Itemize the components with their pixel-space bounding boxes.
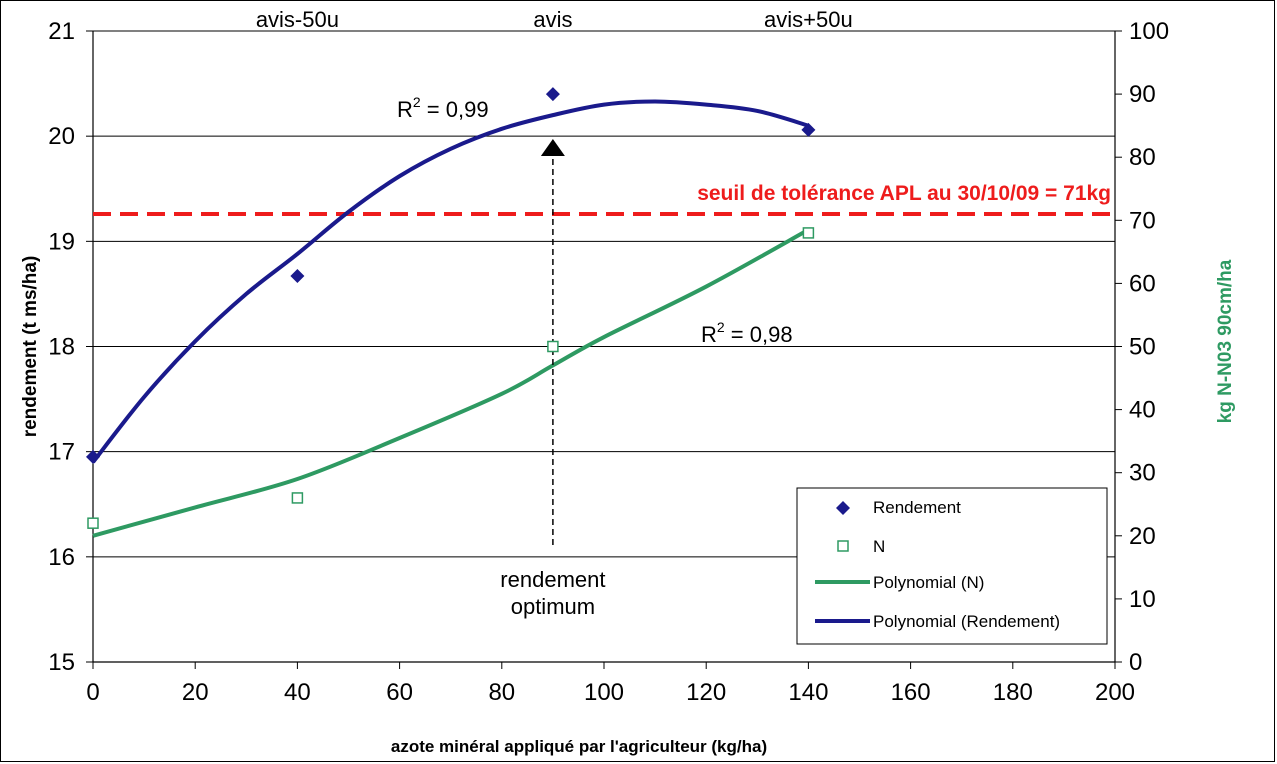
x-tick-label: 180 <box>993 679 1033 706</box>
trendline-rendement <box>91 99 809 464</box>
x-tick-label: 200 <box>1095 679 1135 706</box>
optimum-arrowhead <box>540 139 565 156</box>
y2-axis-title: kg N-N03 90cm/ha <box>1215 259 1236 423</box>
legend-box <box>796 487 1108 645</box>
y-tick-label: 16 <box>48 544 75 571</box>
x-tick-label: 120 <box>686 679 726 706</box>
x-tick-label: 60 <box>386 679 413 706</box>
y2-tick-label: 90 <box>1129 81 1156 108</box>
n-point <box>802 227 815 239</box>
legend-rendement-marker <box>836 501 850 515</box>
x-tick-label: 0 <box>86 679 99 706</box>
y2-tick-label: 30 <box>1129 460 1156 487</box>
y-tick-label: 19 <box>48 228 75 255</box>
x-tick-label: 160 <box>891 679 931 706</box>
y2-tick-label: 40 <box>1129 397 1156 424</box>
y2-tick-label: 100 <box>1129 18 1169 45</box>
y2-tick-label: 70 <box>1129 207 1156 234</box>
y2-tick-label: 60 <box>1129 270 1156 297</box>
legend-label: Polynomial (N) <box>873 573 984 592</box>
y2-tick-label: 10 <box>1129 586 1156 613</box>
legend-label: N <box>873 537 885 556</box>
x-tick-label: 140 <box>788 679 828 706</box>
y2-tick-label: 20 <box>1129 523 1156 550</box>
legend-label: Rendement <box>873 498 961 517</box>
y2-tick-label: 50 <box>1129 334 1156 361</box>
optimum-label-line1: rendement <box>500 567 605 592</box>
y2-tick-label: 0 <box>1129 649 1142 676</box>
x-axis-title: azote minéral appliqué par l'agriculteur… <box>391 737 767 756</box>
y-tick-label: 15 <box>48 649 75 676</box>
optimum-label-line2: optimum <box>511 594 595 619</box>
legend-n-marker <box>837 540 849 552</box>
n-point <box>547 340 559 353</box>
x-tick-label: 100 <box>584 679 624 706</box>
rendement-point <box>290 269 305 284</box>
top-label: avis <box>533 7 572 32</box>
top-label: avis-50u <box>256 7 339 32</box>
n-point <box>87 517 99 529</box>
x-tick-label: 40 <box>284 679 311 706</box>
y-axis-title: rendement (t ms/ha) <box>20 256 41 438</box>
y2-tick-label: 80 <box>1129 144 1156 171</box>
rendement-point <box>801 122 816 137</box>
n-point <box>291 492 304 504</box>
x-tick-label: 80 <box>488 679 515 706</box>
x-tick-label: 20 <box>182 679 209 706</box>
r2-rendement-label: R2 = 0,99 <box>397 94 489 122</box>
r2-n-label: R2 = 0,98 <box>701 319 793 347</box>
rendement-point <box>545 87 560 102</box>
y-tick-label: 18 <box>48 334 75 361</box>
rendement-point <box>86 449 100 464</box>
legend: Rendement N Polynomial (N) Polynomial (Rend… <box>796 487 1108 645</box>
legend-label: Polynomial (Rendement) <box>873 612 1060 631</box>
threshold-label: seuil de tolérance APL au 30/10/09 = 71k… <box>697 182 1111 205</box>
top-label: avis+50u <box>764 7 853 32</box>
y-tick-label: 21 <box>48 18 75 45</box>
trendline-n <box>92 228 810 538</box>
y-tick-label: 20 <box>48 123 75 150</box>
y-tick-label: 17 <box>48 439 75 466</box>
